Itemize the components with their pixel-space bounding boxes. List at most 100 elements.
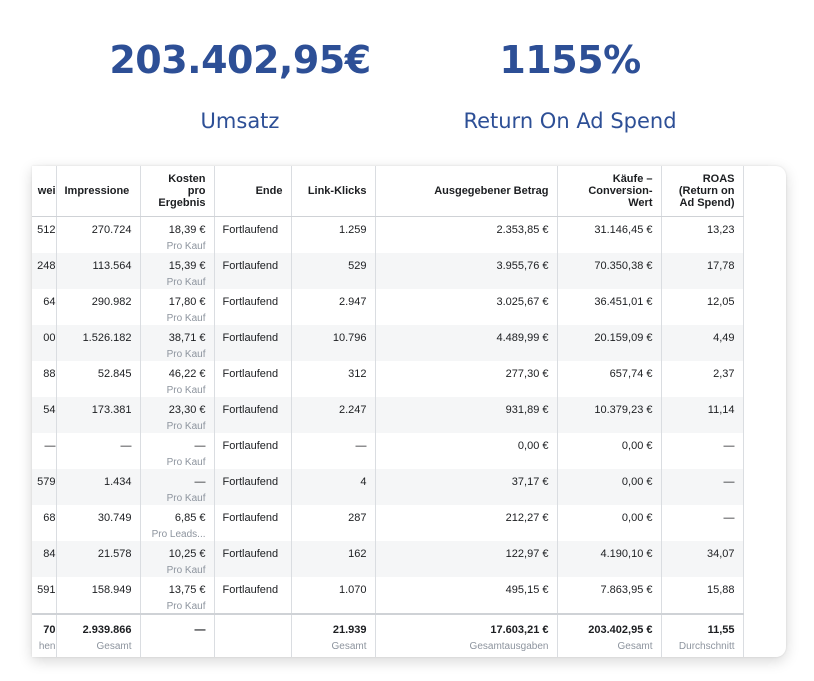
- cell-end-value: Fortlaufend: [222, 296, 279, 308]
- cell-roas: 15,88: [661, 577, 744, 614]
- cell-roas-value: 2,37: [713, 368, 735, 380]
- cell-link-clicks-value: 312: [348, 368, 367, 380]
- cell-impressions-value: —: [120, 440, 132, 452]
- totals-end: [214, 613, 292, 657]
- cell-roas-value: —: [723, 476, 735, 488]
- kpi-roas-value: 1155%: [499, 38, 641, 82]
- cell-link-clicks-value: 4: [360, 476, 367, 488]
- column-header-cost-per-result[interactable]: Kosten pro Ergebnis: [140, 166, 215, 217]
- table-row[interactable]: 64 290.982 17,80 € Pro Kauf Fortlaufend 2.947…: [32, 289, 744, 325]
- cell-end-value: Fortlaufend: [222, 368, 279, 380]
- kpi-roas: 1155% Return On Ad Spend: [430, 38, 710, 134]
- totals-impressions: 2.939.866 Gesamt: [56, 613, 141, 657]
- table-row[interactable]: 512 270.724 18,39 € Pro Kauf Fortlaufend 1.25…: [32, 216, 744, 253]
- cell-amount-spent-value: 3.955,76 €: [496, 260, 549, 272]
- table-row[interactable]: 00 1.526.182 38,71 € Pro Kauf Fortlaufend 10.…: [32, 325, 744, 361]
- cell-roas-value: 13,23: [706, 224, 735, 236]
- cell-cost-per-result-value: 6,85 €: [174, 512, 206, 524]
- cell-roas-value: 11,14: [707, 404, 735, 416]
- cell-cost-per-result-value: 38,71 €: [168, 332, 206, 344]
- column-header-impressions[interactable]: Impressione: [56, 166, 141, 217]
- cell-impressions-value: 52.845: [97, 368, 132, 380]
- cell-partial: 68: [32, 505, 57, 541]
- column-header-partial[interactable]: wei: [32, 166, 57, 217]
- cell-cost-per-result: 6,85 € Pro Leads...: [140, 505, 215, 541]
- cell-partial: 248: [32, 253, 57, 289]
- cell-conversion-value: 7.863,95 €: [557, 577, 662, 614]
- table-row[interactable]: — — — Pro Kauf Fortlaufend — 0,00 € 0,00 € —: [32, 433, 744, 469]
- cell-cost-per-result: 15,39 € Pro Kauf: [140, 253, 215, 289]
- cell-impressions-value: 158.949: [91, 584, 132, 596]
- cell-cost-per-result: 10,25 € Pro Kauf: [140, 541, 215, 577]
- cell-impressions: 290.982: [56, 289, 141, 325]
- cell-amount-spent: 37,17 €: [375, 469, 558, 505]
- table-row[interactable]: 88 52.845 46,22 € Pro Kauf Fortlaufend 312 277…: [32, 361, 744, 397]
- cell-end: Fortlaufend: [214, 397, 292, 433]
- totals-cell-partial: 70 hen: [32, 613, 57, 657]
- kpi-roas-label: Return On Ad Spend: [463, 109, 677, 133]
- table-row[interactable]: 54 173.381 23,30 € Pro Kauf Fortlaufend 2.247…: [32, 397, 744, 433]
- cell-end-value: Fortlaufend: [222, 332, 279, 344]
- kpi-revenue: 203.402,95€ Umsatz: [95, 38, 385, 134]
- cell-link-clicks: 312: [291, 361, 376, 397]
- cell-roas: 34,07: [661, 541, 744, 577]
- cell-roas-value: —: [723, 440, 735, 452]
- cell-roas: —: [661, 469, 744, 505]
- cell-cost-per-result: — Pro Kauf: [140, 433, 215, 469]
- cell-impressions-value: 30.749: [97, 512, 132, 524]
- cell-amount-spent-value: 37,17 €: [511, 476, 549, 488]
- table-row[interactable]: 591 158.949 13,75 € Pro Kauf Fortlaufend 1.07…: [32, 577, 744, 614]
- cell-partial: 512: [32, 216, 57, 253]
- cell-partial: 00: [32, 325, 57, 361]
- cell-link-clicks-value: 162: [348, 548, 367, 560]
- cell-link-clicks-value: 1.070: [338, 584, 367, 596]
- cell-link-clicks: —: [291, 433, 376, 469]
- cell-impressions-value: 1.434: [103, 476, 132, 488]
- cell-partial: 591: [32, 577, 57, 614]
- totals-link-clicks: 21.939 Gesamt: [291, 613, 376, 657]
- cell-partial-value: 88: [43, 368, 56, 380]
- cell-roas: 12,05: [661, 289, 744, 325]
- result-type-label: Pro Kauf: [166, 277, 206, 288]
- cell-roas-value: 12,05: [706, 296, 735, 308]
- cell-link-clicks: 10.796: [291, 325, 376, 361]
- cell-partial: 84: [32, 541, 57, 577]
- cell-link-clicks: 2.947: [291, 289, 376, 325]
- cell-amount-spent: 2.353,85 €: [375, 216, 558, 253]
- ads-report-card: wei Impressione Kosten pro Ergebnis Ende…: [32, 166, 786, 657]
- table-row[interactable]: 84 21.578 10,25 € Pro Kauf Fortlaufend 162 122…: [32, 541, 744, 577]
- table-row[interactable]: 68 30.749 6,85 € Pro Leads... Fortlaufend 287…: [32, 505, 744, 541]
- cell-end-value: Fortlaufend: [222, 584, 279, 596]
- cell-impressions: 1.434: [56, 469, 141, 505]
- cell-impressions-value: 113.564: [92, 260, 132, 272]
- cell-impressions: 52.845: [56, 361, 141, 397]
- cell-link-clicks-value: 529: [348, 260, 367, 272]
- cell-amount-spent-value: 495,15 €: [505, 584, 549, 596]
- column-header-link-clicks[interactable]: Link-Klicks: [291, 166, 376, 217]
- table-row[interactable]: 248 113.564 15,39 € Pro Kauf Fortlaufend 529 3…: [32, 253, 744, 289]
- cell-conversion-value-value: 0,00 €: [621, 512, 653, 524]
- column-header-amount-spent[interactable]: Ausgegebener Betrag: [375, 166, 558, 217]
- cell-conversion-value-value: 657,74 €: [609, 368, 653, 380]
- cell-roas: —: [661, 433, 744, 469]
- column-header-end[interactable]: Ende: [214, 166, 292, 217]
- table-header-row: wei Impressione Kosten pro Ergebnis Ende…: [32, 166, 744, 217]
- column-header-roas[interactable]: ROAS (Return on Ad Spend): [661, 166, 744, 217]
- cell-end: Fortlaufend: [214, 253, 292, 289]
- cell-impressions: 270.724: [56, 216, 141, 253]
- table-row[interactable]: 579 1.434 — Pro Kauf Fortlaufend 4 37,17 € 0,00…: [32, 469, 744, 505]
- cell-partial-value: 00: [43, 332, 56, 344]
- cell-amount-spent: 3.025,67 €: [375, 289, 558, 325]
- cell-conversion-value: 36.451,01 €: [557, 289, 662, 325]
- cell-roas-value: —: [723, 512, 735, 524]
- cell-link-clicks-value: 2.247: [338, 404, 367, 416]
- result-type-label: Pro Kauf: [166, 349, 206, 360]
- column-header-purchase-conversion-value[interactable]: Käufe – Conversion-Wert: [557, 166, 662, 217]
- cell-amount-spent: 3.955,76 €: [375, 253, 558, 289]
- cell-cost-per-result-value: 17,80 €: [168, 296, 206, 308]
- cell-cost-per-result-value: 46,22 €: [168, 368, 206, 380]
- cell-amount-spent: 122,97 €: [375, 541, 558, 577]
- cell-cost-per-result-value: 13,75 €: [168, 584, 206, 596]
- cell-conversion-value: 31.146,45 €: [557, 216, 662, 253]
- cell-amount-spent: 495,15 €: [375, 577, 558, 614]
